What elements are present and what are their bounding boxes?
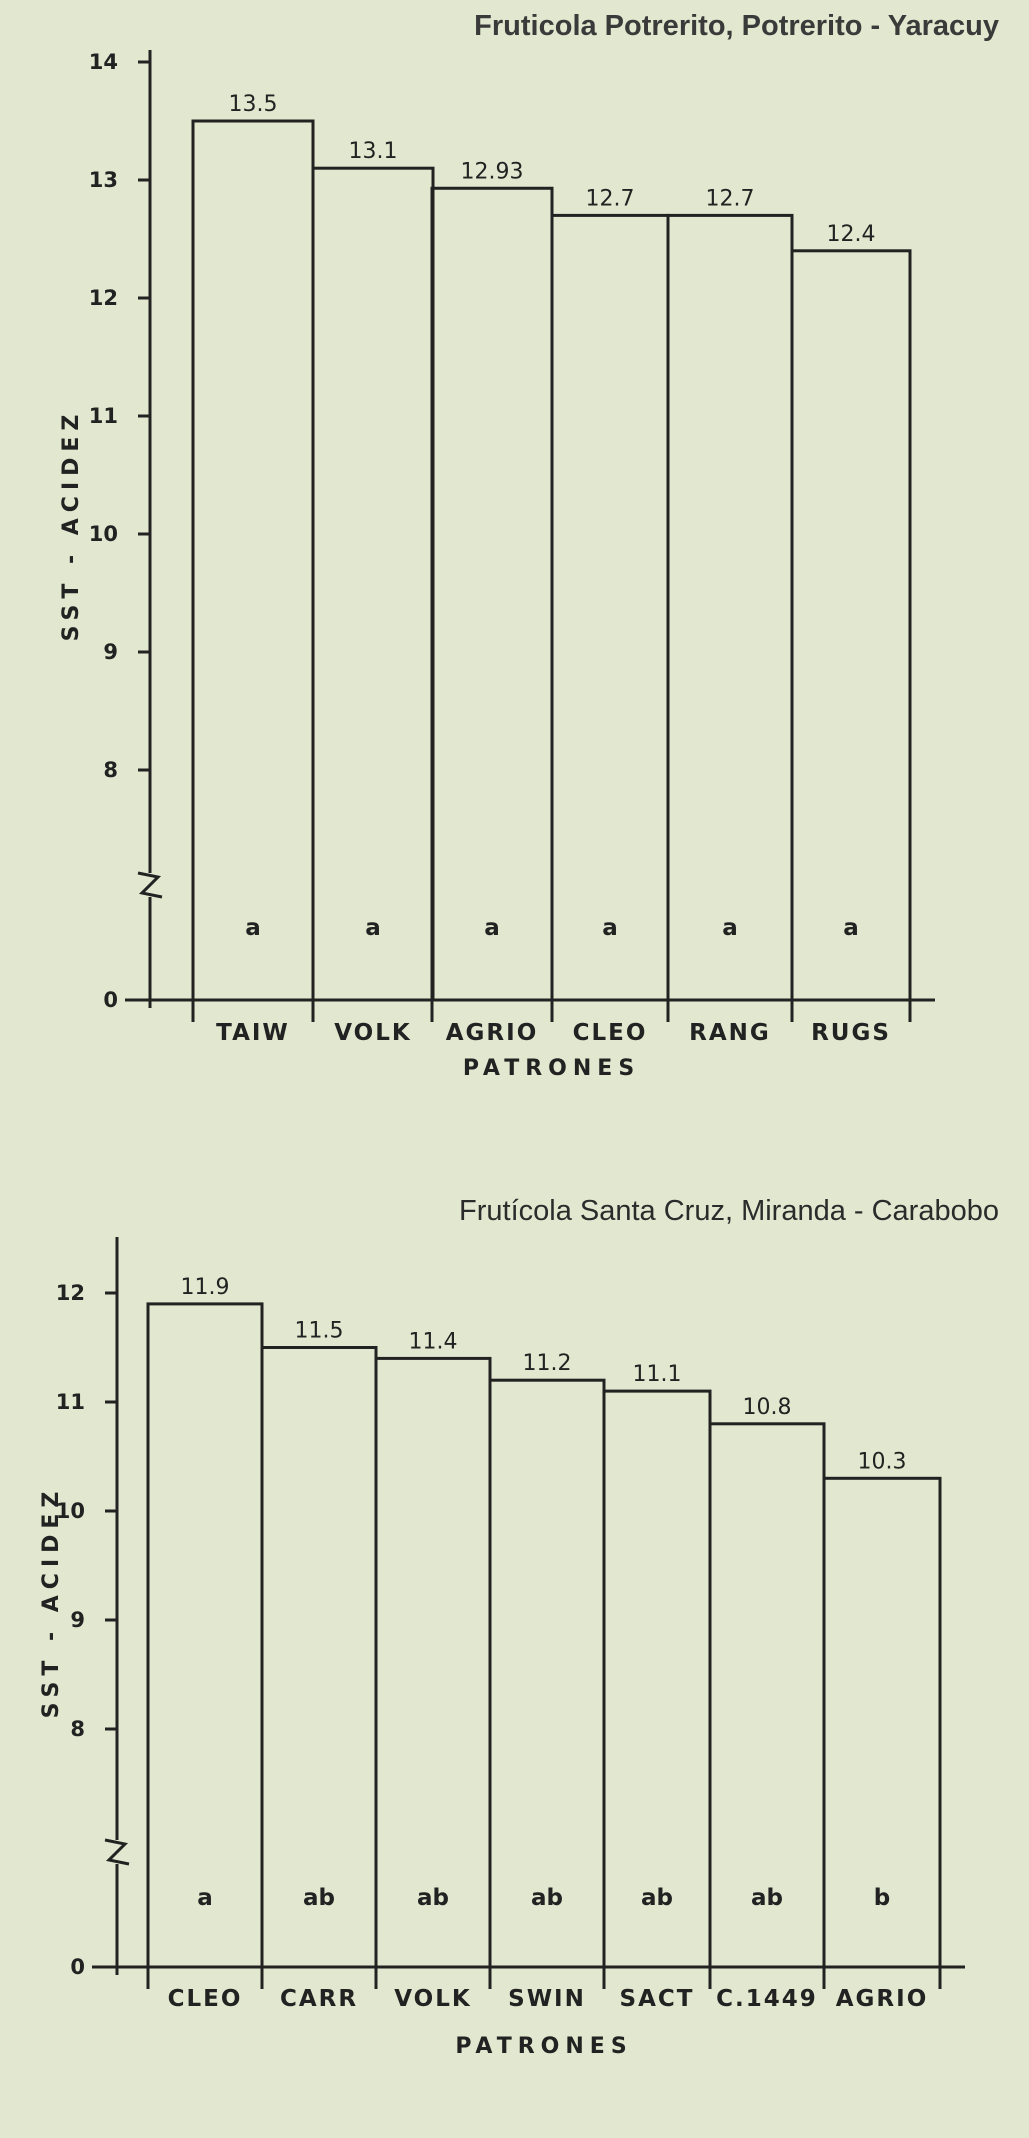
y-tick-label: 9 xyxy=(103,640,118,664)
y-tick-label: 11 xyxy=(56,1390,85,1414)
significance-label: a xyxy=(484,915,500,941)
data-label: 11.4 xyxy=(409,1329,458,1354)
significance-label: a xyxy=(197,1885,213,1911)
bar xyxy=(822,1476,942,1969)
chart-title: Fruticola Potrerito, Potrerito - Yaracuy xyxy=(474,10,999,42)
x-tick-label: CARR xyxy=(280,1986,358,2012)
data-label: 11.5 xyxy=(295,1319,344,1344)
data-label: 12.4 xyxy=(827,222,876,247)
x-tick-label: AGRIO xyxy=(446,1020,539,1046)
data-label: 11.2 xyxy=(523,1351,572,1376)
axis-break-icon xyxy=(137,871,163,899)
bar-chart-santa-cruz: 0 8 9 10 11 12 11.9 a CLEO 11.5 ab CARR 11.4 ab VOLK 11… xyxy=(39,1237,965,2059)
chart-santa-cruz: Frutícola Santa Cruz, Miranda - Carabobo… xyxy=(0,1180,1029,2138)
y-tick-label: 8 xyxy=(103,758,118,782)
y-tick-label: 10 xyxy=(56,1499,85,1523)
data-label: 10.3 xyxy=(858,1449,907,1474)
x-tick-label: RANG xyxy=(689,1020,771,1046)
data-label: 12.7 xyxy=(586,186,635,211)
significance-label: a xyxy=(365,915,381,941)
data-label: 10.8 xyxy=(743,1395,792,1420)
bar xyxy=(550,213,670,1002)
bar xyxy=(191,119,315,1002)
x-tick-label: VOLK xyxy=(334,1020,411,1046)
y-tick-label: 0 xyxy=(70,1955,85,1979)
data-label: 12.7 xyxy=(706,186,755,211)
x-tick-label: TAIW xyxy=(216,1020,290,1046)
y-tick-label: 0 xyxy=(103,988,118,1012)
significance-label: ab xyxy=(641,1885,673,1911)
x-tick-label: SWIN xyxy=(508,1986,586,2012)
bar xyxy=(790,249,912,1002)
bar xyxy=(311,166,435,1002)
x-tick-label: C.1449 xyxy=(716,1986,818,2012)
x-axis-title: PATRONES xyxy=(463,1056,640,1081)
bar xyxy=(666,213,794,1002)
significance-label: b xyxy=(874,1885,890,1911)
x-tick-label: AGRIO xyxy=(836,1986,929,2012)
y-axis-title: SST - ACIDEZ xyxy=(59,409,84,642)
axis-break-icon xyxy=(104,1838,130,1866)
bar xyxy=(260,1346,378,1969)
x-tick-label: SACT xyxy=(620,1986,695,2012)
bar xyxy=(146,1302,264,1969)
data-label: 11.9 xyxy=(181,1275,230,1300)
bar xyxy=(430,186,554,1002)
significance-label: a xyxy=(722,915,738,941)
chart-potrerito: Fruticola Potrerito, Potrerito - Yaracuy… xyxy=(59,10,999,1081)
bar xyxy=(374,1356,492,1969)
bar-chart-potrerito: 0 8 9 10 11 12 13 14 13.5 a TAIW 13.1 a VOLK 12.93 a AGR… xyxy=(59,50,935,1081)
x-tick-label: CLEO xyxy=(168,1986,243,2012)
y-tick-label: 13 xyxy=(89,168,118,192)
data-label: 12.93 xyxy=(461,159,524,184)
significance-label: ab xyxy=(303,1885,335,1911)
bar xyxy=(488,1378,606,1969)
y-tick-label: 11 xyxy=(89,404,118,428)
significance-label: a xyxy=(602,915,618,941)
y-tick-label: 12 xyxy=(89,286,118,310)
significance-label: ab xyxy=(531,1885,563,1911)
y-tick-label: 14 xyxy=(89,50,118,74)
y-tick-label: 8 xyxy=(70,1717,85,1741)
bar xyxy=(602,1389,712,1969)
x-tick-label: VOLK xyxy=(394,1986,471,2012)
significance-label: a xyxy=(245,915,261,941)
y-tick-label: 12 xyxy=(56,1281,85,1305)
x-axis-title: PATRONES xyxy=(455,2034,632,2059)
x-tick-label: CLEO xyxy=(573,1020,648,1046)
data-label: 11.1 xyxy=(633,1362,682,1387)
data-label: 13.5 xyxy=(229,92,278,117)
y-tick-label: 10 xyxy=(89,522,118,546)
x-tick-label: RUGS xyxy=(811,1020,891,1046)
significance-label: a xyxy=(843,915,859,941)
y-tick-label: 9 xyxy=(70,1608,85,1632)
data-label: 13.1 xyxy=(349,139,398,164)
chart-title: Frutícola Santa Cruz, Miranda - Carabobo xyxy=(459,1195,999,1227)
significance-label: ab xyxy=(417,1885,449,1911)
y-axis-title: SST - ACIDEZ xyxy=(39,1486,64,1719)
significance-label: ab xyxy=(751,1885,783,1911)
